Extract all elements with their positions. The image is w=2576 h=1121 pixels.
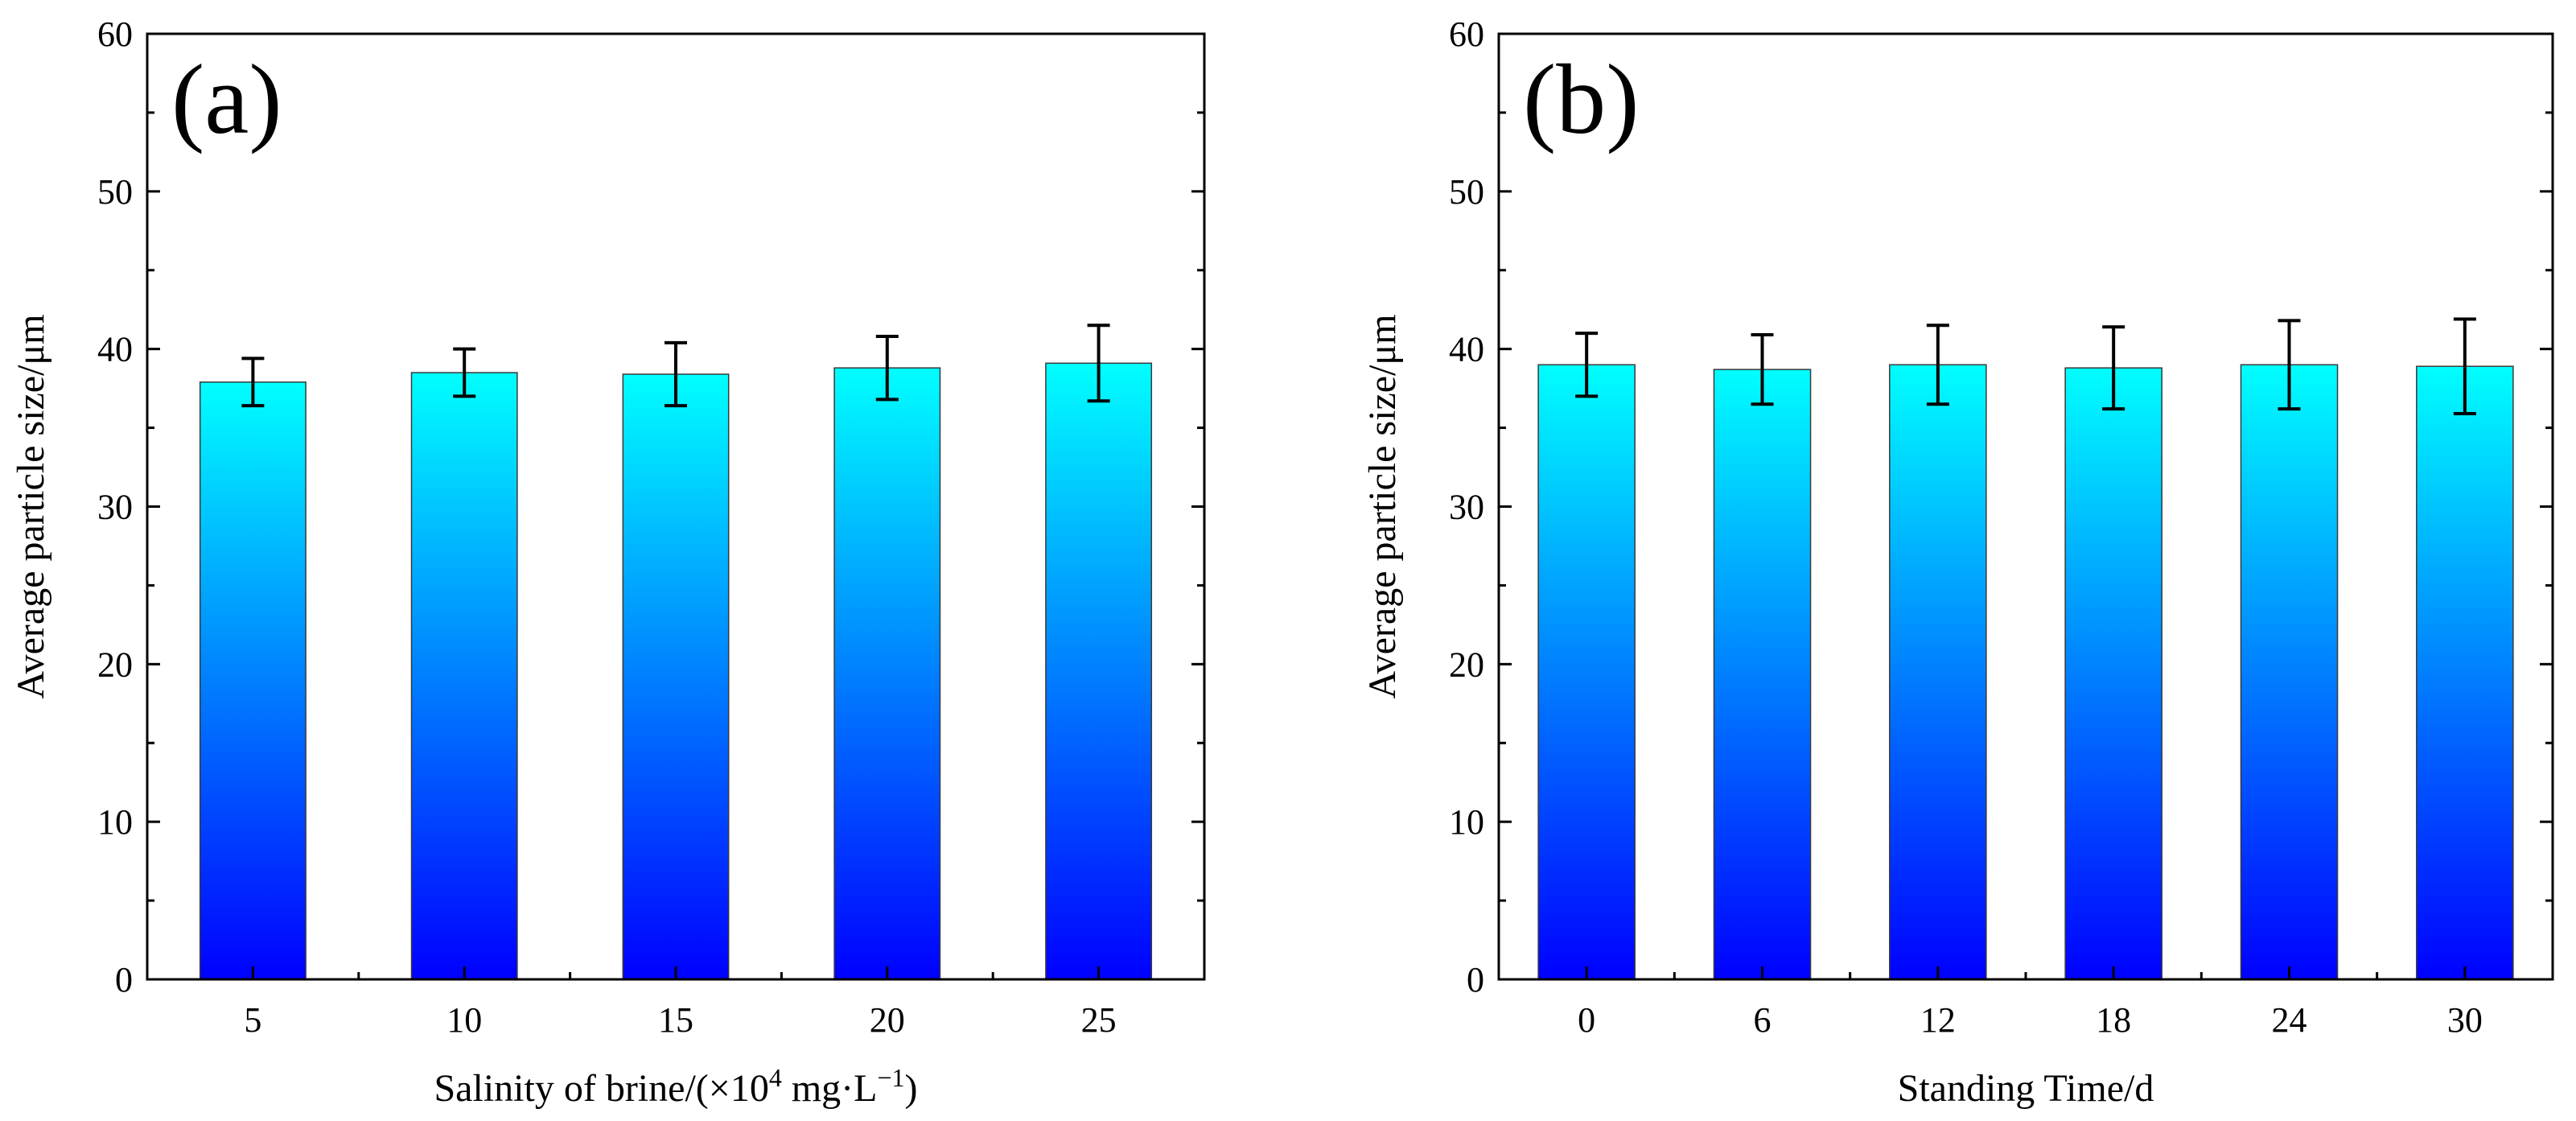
panel-a-error-bars (241, 324, 1110, 408)
error-bar-18 (2102, 325, 2125, 411)
y-tick-label: 10 (97, 802, 133, 842)
y-tick-label: 60 (1449, 14, 1484, 54)
panel-a-x-axis-label-sup2: −1 (877, 1063, 904, 1092)
x-tick-label: 24 (2272, 1000, 2307, 1040)
error-bar-0 (1575, 332, 1599, 398)
panel-a-x-ticks: 5 10 15 20 25 (244, 966, 1117, 1040)
x-tick-label: 5 (244, 1000, 261, 1040)
panel-a-x-axis-label-unit: mg·L (782, 1067, 878, 1110)
bar-0 (1537, 364, 1636, 980)
panel-b-error-bars (1575, 317, 2476, 415)
y-tick-label: 30 (1449, 488, 1484, 527)
x-tick-label: 10 (446, 1000, 482, 1040)
y-tick-label: 50 (97, 172, 133, 212)
error-bar-5 (241, 356, 265, 408)
error-bar-6 (1751, 333, 1774, 406)
panel-b-x-axis-label: Standing Time/d (1898, 1067, 2154, 1110)
panel-a-bars (199, 362, 1153, 980)
x-tick-label: 12 (1920, 1000, 1956, 1040)
panel-a-y-axis-label: Average particle size/μm (10, 315, 52, 699)
bar-24 (2240, 364, 2339, 980)
bar-15 (622, 373, 730, 980)
panel-a-x-axis-label-end: ) (905, 1067, 918, 1110)
error-bar-10 (453, 347, 476, 398)
panel-b-x-ticks: 0 6 12 18 24 30 (1578, 966, 2483, 1040)
x-tick-label: 30 (2447, 1000, 2483, 1040)
bar-25 (1045, 362, 1153, 980)
panel-a-letter: (a) (171, 44, 282, 155)
panel-b-y-axis-label: Average particle size/μm (1361, 315, 1404, 699)
error-bar-30 (2453, 317, 2476, 415)
y-tick-label: 20 (97, 645, 133, 684)
y-tick-label: 60 (97, 14, 133, 54)
y-tick-label: 40 (97, 330, 133, 369)
panel-a-chart: 0 10 20 30 40 50 60 5 10 15 20 25 (a) Average part… (10, 14, 1206, 1110)
y-tick-label: 20 (1449, 645, 1484, 684)
panel-b-chart: 0 10 20 30 40 50 60 0 6 12 18 24 30 (b) Average par… (1361, 14, 2554, 1110)
panel-b-letter: (b) (1523, 44, 1640, 155)
x-tick-label: 6 (1754, 1000, 1772, 1040)
error-bar-24 (2278, 319, 2301, 411)
bar-12 (1889, 364, 1987, 980)
x-tick-label: 15 (658, 1000, 693, 1040)
y-tick-label: 30 (97, 488, 133, 527)
x-tick-label: 20 (870, 1000, 905, 1040)
bar-5 (199, 381, 307, 980)
y-tick-label: 0 (1467, 960, 1484, 999)
y-tick-label: 10 (1449, 802, 1484, 842)
panel-b-plot-frame (1497, 32, 2554, 981)
x-tick-label: 25 (1081, 1000, 1117, 1040)
y-tick-label: 0 (115, 960, 133, 999)
panel-b-y-ticks: 0 10 20 30 40 50 60 (1449, 14, 2553, 999)
x-tick-label: 0 (1578, 1000, 1595, 1040)
error-bar-25 (1087, 324, 1110, 403)
panel-a-x-axis-label-sup: 4 (769, 1063, 782, 1092)
bar-6 (1713, 369, 1812, 980)
error-bar-15 (665, 340, 687, 408)
panel-a-y-ticks: 0 10 20 30 40 50 60 (97, 14, 1204, 999)
error-bar-20 (875, 335, 899, 402)
y-tick-label: 40 (1449, 330, 1484, 369)
panel-a-x-axis-label-main: Salinity of brine/(×10 (434, 1067, 768, 1110)
bar-18 (2064, 367, 2162, 980)
panel-b-bars (1537, 364, 2514, 980)
bar-10 (410, 372, 518, 980)
panel-a-x-axis-label: Salinity of brine/(×104 mg·L−1) (434, 1063, 917, 1110)
bar-30 (2416, 365, 2514, 980)
bar-20 (833, 367, 941, 980)
error-bar-12 (1926, 324, 1949, 406)
x-tick-label: 18 (2096, 1000, 2131, 1040)
y-tick-label: 50 (1449, 172, 1484, 212)
